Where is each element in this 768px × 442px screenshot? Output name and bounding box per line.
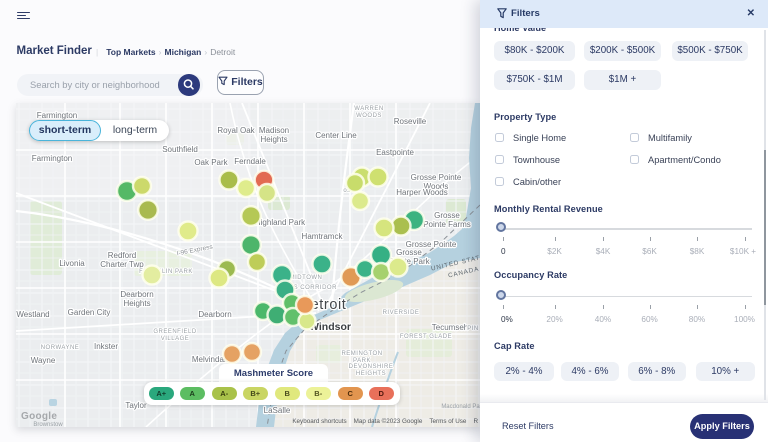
svg-text:Dearborn: Dearborn (120, 290, 153, 299)
svg-text:Dearborn: Dearborn (198, 310, 231, 319)
svg-text:LaSalle: LaSalle (264, 406, 291, 415)
svg-text:Pointe Park: Pointe Park (388, 257, 430, 266)
svg-text:Wayne: Wayne (31, 356, 56, 365)
svg-text:Inkster: Inkster (94, 342, 118, 351)
svg-text:HEIGHTS: HEIGHTS (356, 371, 386, 377)
svg-text:Garden City: Garden City (68, 308, 111, 317)
svg-text:Eastpointe: Eastpointe (376, 148, 414, 157)
svg-text:Charter Twp: Charter Twp (100, 260, 144, 269)
svg-text:Brownstow: Brownstow (33, 422, 63, 427)
svg-text:Redford: Redford (108, 251, 136, 260)
svg-text:Grosse: Grosse (396, 248, 422, 257)
svg-text:Hamtramck: Hamtramck (302, 232, 344, 241)
svg-text:MIDTOWN: MIDTOWN (290, 275, 323, 281)
svg-text:Pointe Farms: Pointe Farms (423, 220, 471, 229)
svg-text:Royal Oak: Royal Oak (217, 126, 255, 135)
svg-text:Roseville: Roseville (394, 117, 427, 126)
svg-text:PIN: PIN (467, 326, 479, 332)
svg-text:PARK: PARK (353, 358, 371, 364)
svg-text:Center Line: Center Line (315, 131, 357, 140)
svg-text:RIVERSIDE: RIVERSIDE (383, 310, 420, 316)
svg-text:REMINGTON: REMINGTON (341, 351, 382, 357)
svg-text:Harper Woods: Harper Woods (396, 188, 447, 197)
svg-text:VILLAGE: VILLAGE (161, 336, 190, 342)
svg-text:FOREST GLADE: FOREST GLADE (400, 334, 452, 340)
svg-text:Highland Park: Highland Park (255, 218, 306, 227)
svg-text:Livonia: Livonia (59, 259, 85, 268)
svg-text:Taylor: Taylor (125, 401, 147, 410)
svg-text:Windsor: Windsor (309, 321, 351, 333)
svg-text:Heights: Heights (123, 299, 150, 308)
svg-text:os: os (343, 188, 350, 194)
svg-text:Southfield: Southfield (162, 145, 198, 154)
svg-text:Farmington: Farmington (32, 154, 72, 163)
svg-text:DEVONSHIRE: DEVONSHIRE (349, 364, 394, 370)
svg-text:Macdonald Park: Macdonald Park (441, 404, 480, 410)
svg-text:WARREN: WARREN (354, 106, 383, 112)
svg-text:NORWAYNE: NORWAYNE (41, 345, 80, 351)
svg-text:WOODS: WOODS (356, 113, 382, 119)
svg-text:FRANKLIN PARK: FRANKLIN PARK (139, 269, 193, 275)
svg-text:Madison: Madison (259, 126, 289, 135)
svg-text:Oak Park: Oak Park (194, 158, 228, 167)
svg-text:Ferndale: Ferndale (234, 157, 266, 166)
svg-text:Tecumseh: Tecumseh (432, 323, 468, 332)
svg-text:Farmington: Farmington (37, 111, 77, 120)
svg-text:Grosse: Grosse (434, 211, 460, 220)
svg-text:GREENFIELD: GREENFIELD (153, 329, 197, 335)
svg-text:Westland: Westland (16, 310, 49, 319)
svg-text:Grosse Pointe: Grosse Pointe (406, 240, 457, 249)
svg-text:Melvindale: Melvindale (192, 355, 231, 364)
svg-text:SS CORRIDOR: SS CORRIDOR (289, 285, 337, 291)
svg-text:Grosse Pointe: Grosse Pointe (411, 173, 462, 182)
svg-text:Heights: Heights (260, 135, 287, 144)
svg-text:Woods: Woods (424, 182, 449, 191)
